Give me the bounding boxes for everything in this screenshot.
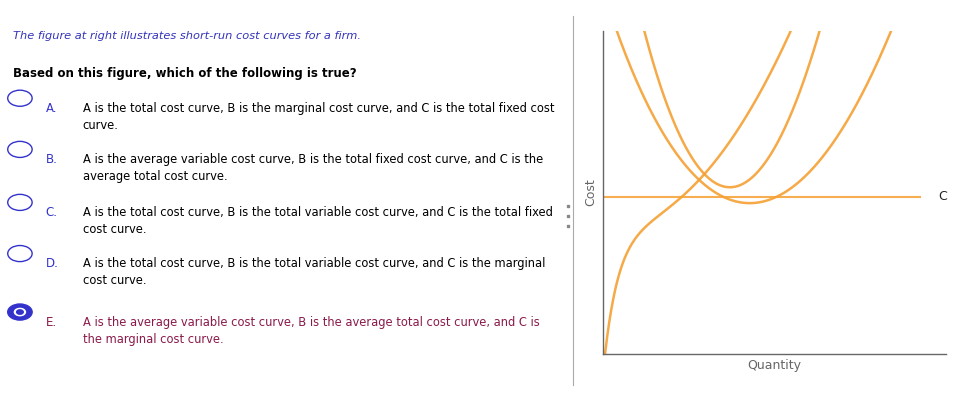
Circle shape bbox=[8, 304, 32, 320]
Text: D.: D. bbox=[45, 257, 58, 270]
Text: A is the total cost curve, B is the marginal cost curve, and C is the total fixe: A is the total cost curve, B is the marg… bbox=[83, 102, 554, 132]
Circle shape bbox=[16, 310, 23, 314]
Text: A is the average variable cost curve, B is the average total cost curve, and C i: A is the average variable cost curve, B … bbox=[83, 316, 539, 346]
Text: B.: B. bbox=[45, 153, 57, 166]
Y-axis label: Cost: Cost bbox=[585, 179, 597, 206]
Text: A is the total cost curve, B is the total variable cost curve, and C is the marg: A is the total cost curve, B is the tota… bbox=[83, 257, 545, 287]
Text: C: C bbox=[938, 190, 947, 203]
Text: A.: A. bbox=[45, 102, 57, 115]
Text: C.: C. bbox=[45, 206, 58, 219]
Text: E.: E. bbox=[45, 316, 57, 329]
X-axis label: Quantity: Quantity bbox=[748, 359, 801, 372]
Text: A is the average variable cost curve, B is the total fixed cost curve, and C is : A is the average variable cost curve, B … bbox=[83, 153, 543, 183]
Text: The figure at right illustrates short-run cost curves for a firm.: The figure at right illustrates short-ru… bbox=[14, 31, 361, 40]
Circle shape bbox=[14, 309, 25, 316]
Text: A is the total cost curve, B is the total variable cost curve, and C is the tota: A is the total cost curve, B is the tota… bbox=[83, 206, 553, 236]
Text: Based on this figure, which of the following is true?: Based on this figure, which of the follo… bbox=[14, 67, 357, 80]
